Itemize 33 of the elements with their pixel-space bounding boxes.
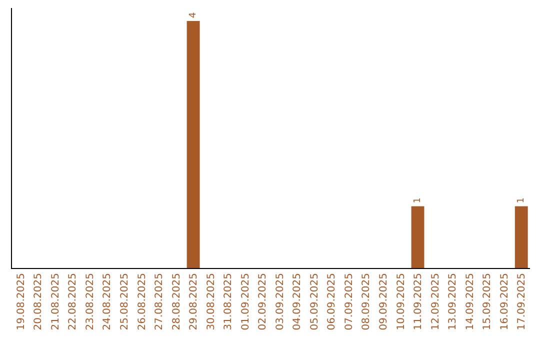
- x-tick-label: 07.09.2025: [344, 273, 355, 330]
- x-tick-label: 01.09.2025: [240, 273, 252, 330]
- x-tick-label: 21.08.2025: [50, 273, 62, 330]
- x-tick-label: 15.09.2025: [482, 273, 494, 330]
- x-tick-label: 02.09.2025: [258, 273, 269, 330]
- x-tick-label: 24.08.2025: [102, 273, 114, 330]
- x-tick-label: 28.08.2025: [171, 273, 182, 330]
- x-tick-label: 29.08.2025: [188, 273, 200, 330]
- x-tick-label: 05.09.2025: [309, 273, 320, 330]
- x-tick-label: 30.08.2025: [206, 273, 217, 330]
- data-label: 1: [516, 198, 526, 204]
- data-label: 1: [412, 198, 423, 204]
- x-tick-label: 23.08.2025: [84, 273, 96, 330]
- x-tick-label: 09.09.2025: [378, 273, 390, 330]
- x-tick-label: 25.08.2025: [119, 273, 130, 330]
- x-tick-label: 17.09.2025: [516, 273, 528, 330]
- x-tick-label: 06.09.2025: [326, 273, 338, 330]
- x-tick-label: 22.08.2025: [68, 273, 79, 330]
- x-tick-label: 04.09.2025: [292, 273, 304, 330]
- x-tick-label: 31.08.2025: [223, 273, 234, 330]
- x-tick-label: 11.09.2025: [413, 273, 424, 330]
- x-tick-label: 20.08.2025: [33, 273, 44, 330]
- x-tick-label: 26.08.2025: [136, 273, 148, 330]
- x-tick-label: 13.09.2025: [448, 273, 459, 330]
- x-tick-label: 19.08.2025: [16, 273, 27, 330]
- x-tick-label: 16.09.2025: [499, 273, 510, 330]
- x-tick-label: 03.09.2025: [274, 273, 286, 330]
- x-tick-label: 10.09.2025: [396, 273, 407, 330]
- data-label: 4: [188, 12, 198, 18]
- x-tick-label: 14.09.2025: [464, 273, 476, 330]
- x-tick-label: 27.08.2025: [154, 273, 166, 330]
- x-tick-label: 08.09.2025: [361, 273, 372, 330]
- x-tick-label: 12.09.2025: [430, 273, 442, 330]
